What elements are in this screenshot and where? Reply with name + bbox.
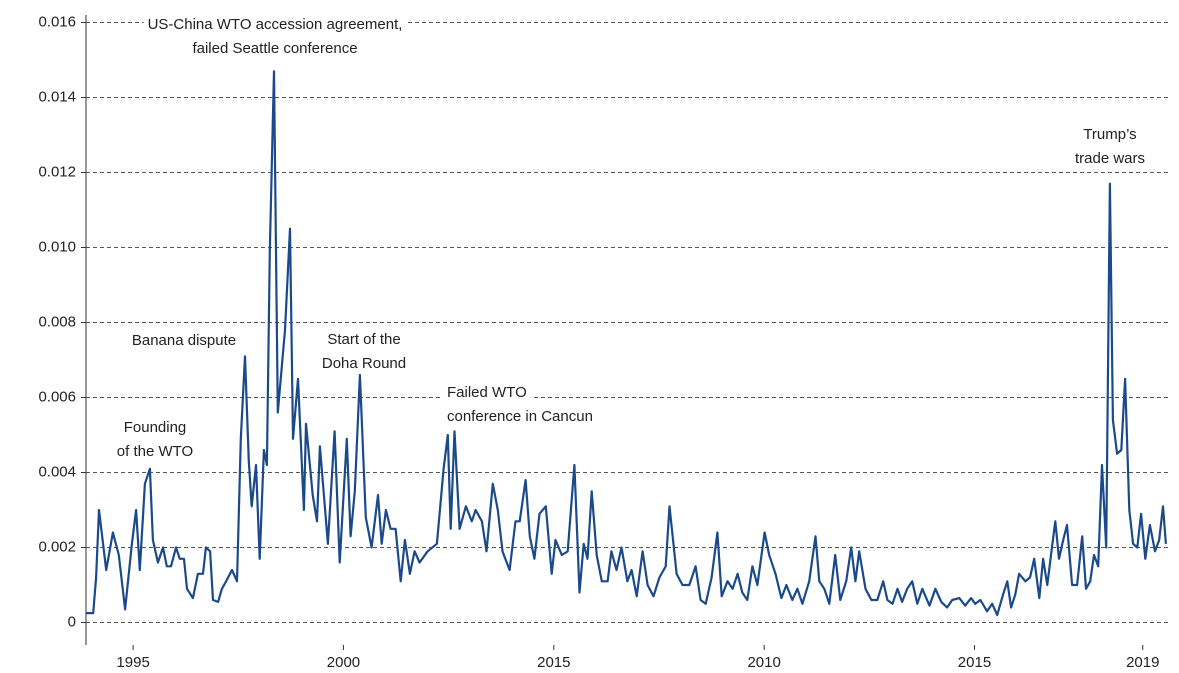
annotation-bg	[317, 353, 411, 373]
x-tick-label: 2019	[1126, 654, 1159, 671]
annotation: of the WTO	[117, 443, 193, 460]
annotation: Start of the	[327, 331, 400, 348]
annotation-bg	[143, 14, 407, 34]
annotation-bg	[188, 38, 362, 58]
annotation-bg	[1070, 148, 1150, 168]
annotation: US-China WTO accession agreement,	[148, 16, 403, 33]
y-tick-label: 0.002	[38, 538, 76, 555]
annotation-bg	[443, 406, 597, 426]
series-line	[86, 70, 1167, 617]
annotation: Failed WTO	[447, 384, 527, 401]
y-tick-label: 0.010	[38, 238, 76, 255]
x-tick-label: 2000	[327, 654, 360, 671]
annotation: Doha Round	[322, 355, 406, 372]
annotation-bg	[127, 330, 241, 350]
annotation: Founding	[124, 419, 187, 436]
annotation-bg	[112, 441, 198, 461]
annotation-bg	[119, 417, 191, 437]
y-tick-label: 0.016	[38, 13, 76, 30]
y-tick-label: 0.012	[38, 163, 76, 180]
x-tick-label: 2010	[747, 654, 780, 671]
annotation-bg	[443, 382, 531, 402]
x-tick-label: 1995	[116, 654, 149, 671]
annotation: conference in Cancun	[447, 408, 593, 425]
annotation-bg	[323, 329, 405, 349]
y-tick-label: 0	[68, 613, 76, 630]
y-tick-label: 0.008	[38, 313, 76, 330]
y-tick-label: 0.004	[38, 463, 76, 480]
annotation: trade wars	[1075, 150, 1145, 167]
annotation: Trump’s	[1083, 126, 1136, 143]
y-tick-label: 0.014	[38, 88, 76, 105]
y-tick-label: 0.006	[38, 388, 76, 405]
x-tick-label: 2015	[537, 654, 570, 671]
annotation: Banana dispute	[132, 332, 236, 349]
x-tick-label: 2015	[958, 654, 991, 671]
annotation-bg	[1079, 124, 1141, 144]
annotation: failed Seattle conference	[192, 40, 357, 57]
